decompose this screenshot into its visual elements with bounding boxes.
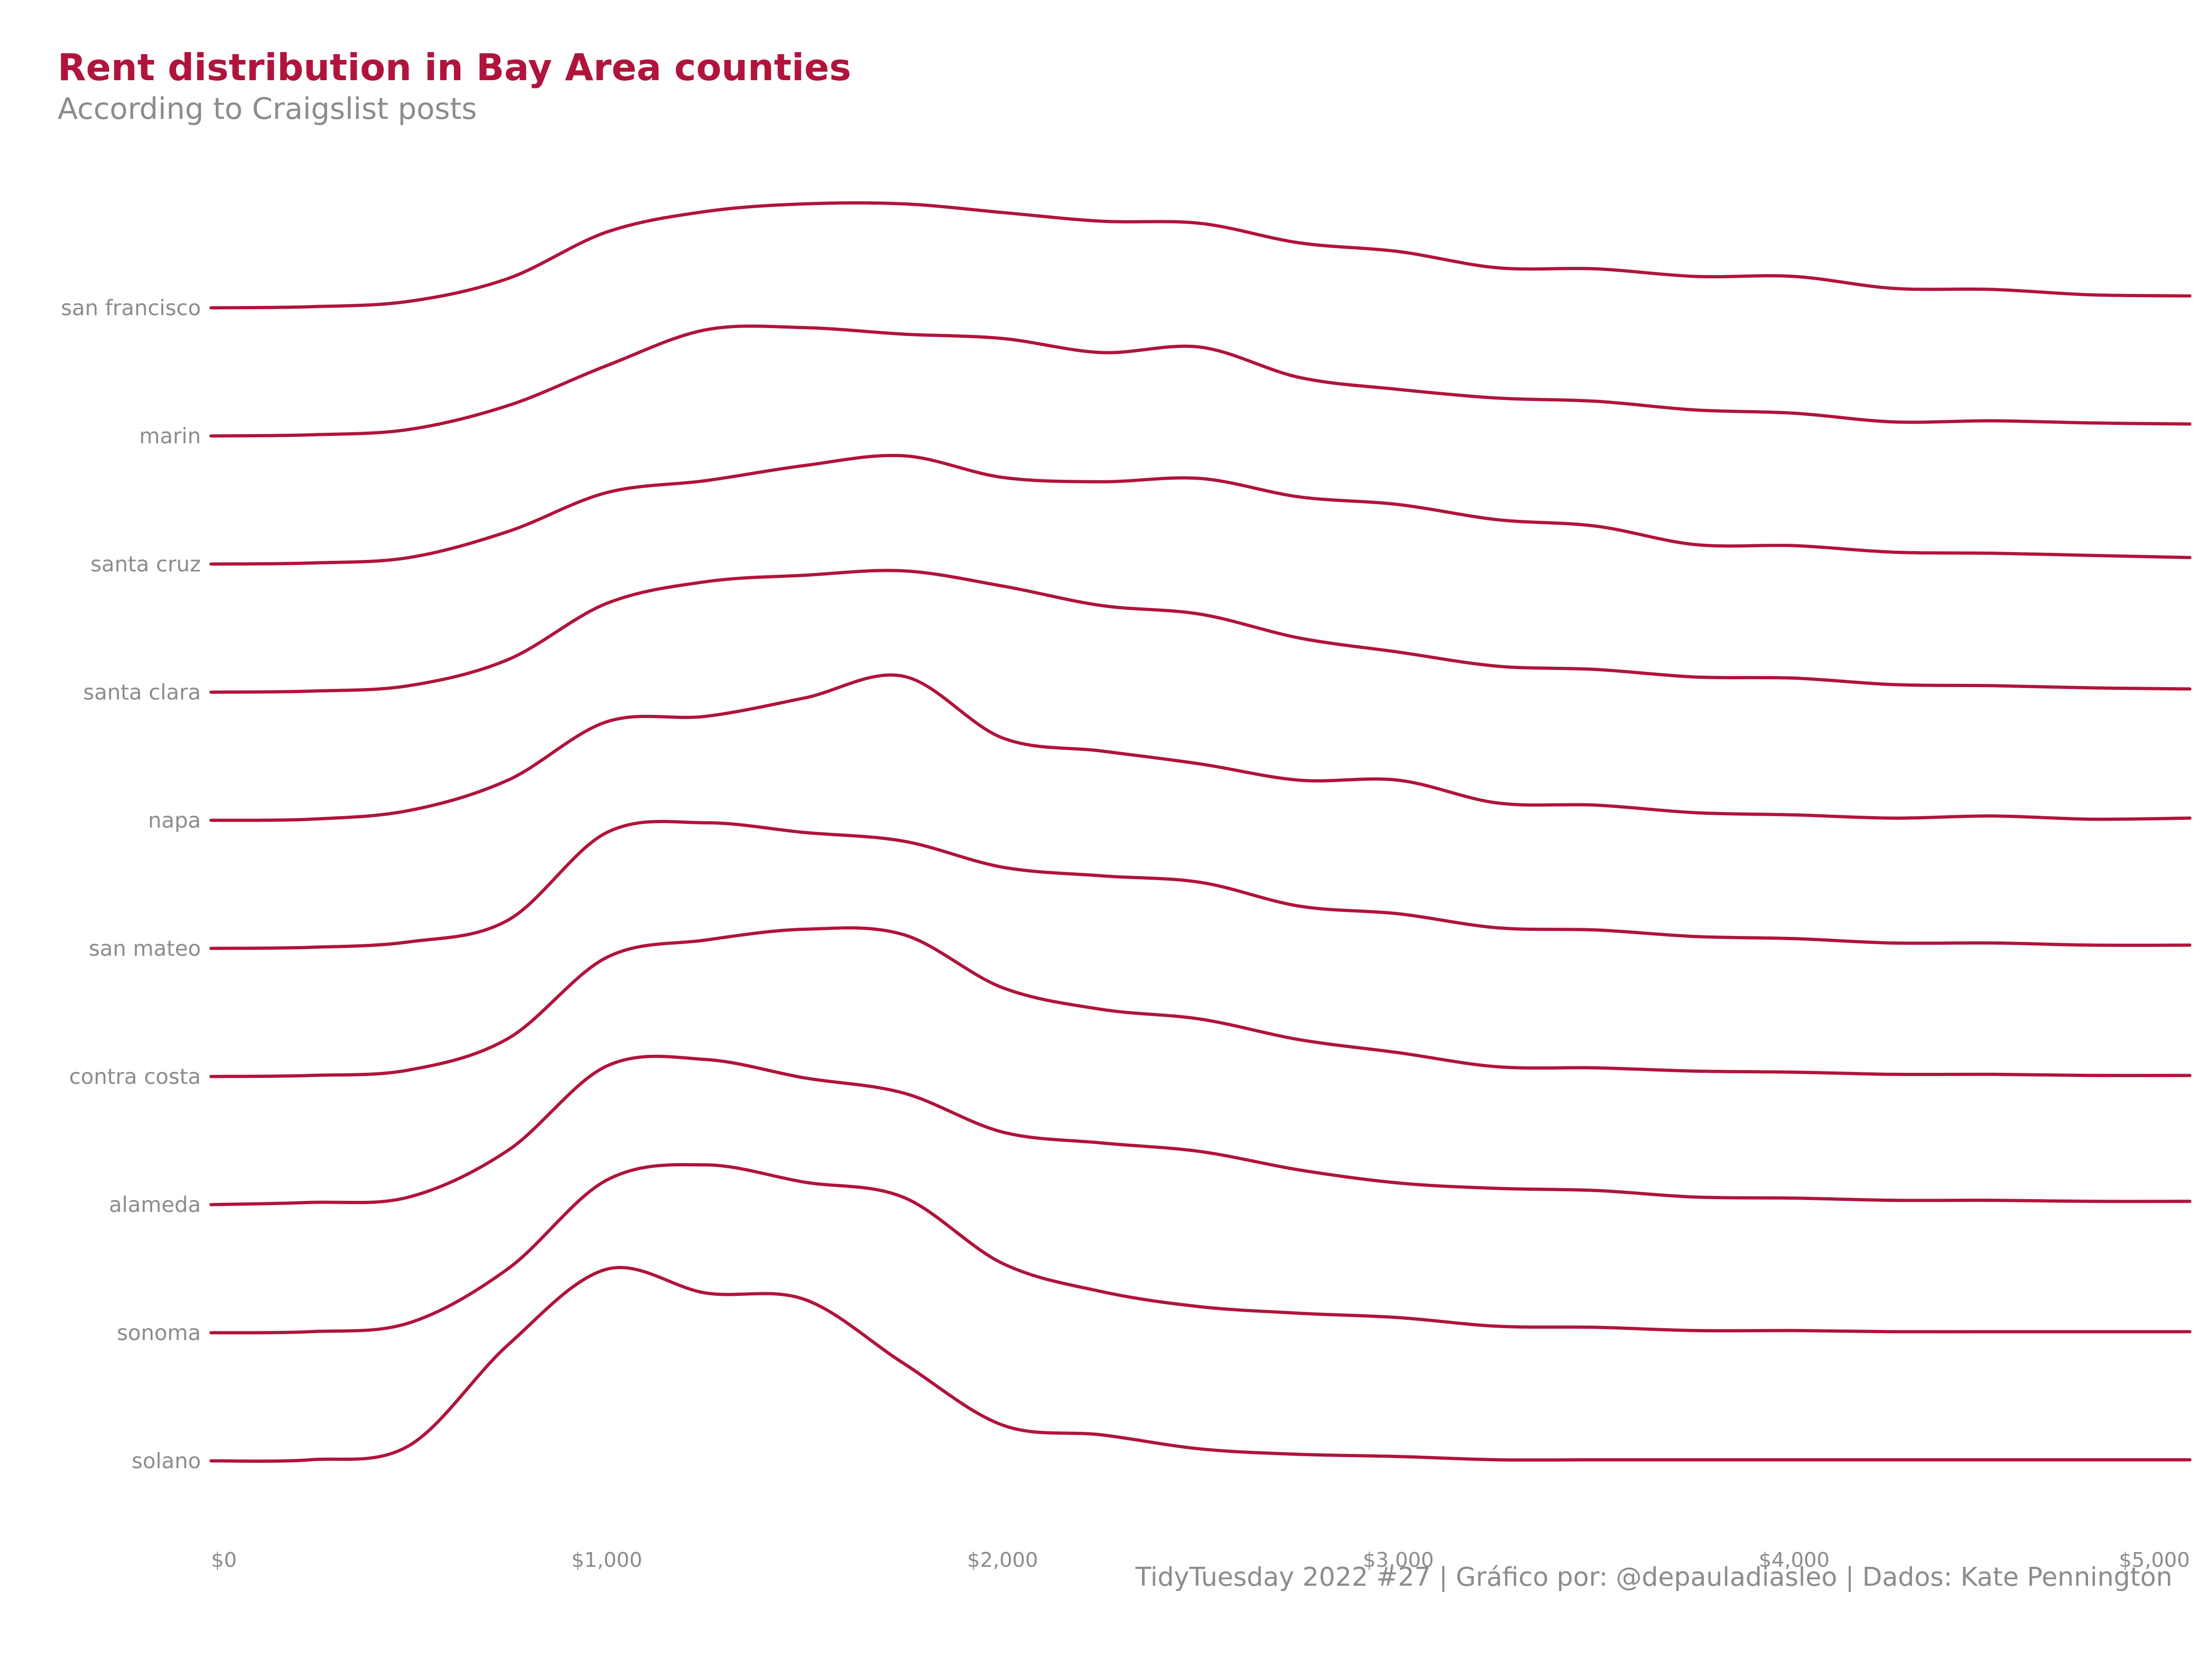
ridge-sonoma [209,1163,2192,1335]
x-tick-label: $3,000 [1363,1548,1434,1572]
x-tick-label: $4,000 [1759,1548,1830,1572]
x-tick-label: $1,000 [571,1548,642,1572]
y-label-napa: napa [148,808,201,833]
y-label-marin: marin [139,424,201,448]
ridge-marin [209,324,2192,438]
y-label-sonoma: sonoma [117,1320,201,1345]
ridge-contra-costa [209,926,2192,1078]
x-axis-labels: $0 $1,000 $2,000 $3,000 $4,000 $5,000 [211,1548,2190,1572]
y-label-san-mateo: san mateo [89,936,201,961]
chart-caption: TidyTuesday 2022 #27 | Gráfico por: @dep… [1135,1562,2172,1592]
ridge-layer [209,201,2192,1463]
y-axis-labels: san francisco marin santa cruz santa clara n… [61,295,201,1473]
ridge-san-mateo [209,820,2192,950]
y-label-santa-clara: santa clara [83,680,201,705]
x-tick-label: $2,000 [967,1548,1038,1572]
ridge-santa-cruz [209,453,2192,566]
y-label-contra-costa: contra costa [69,1064,201,1089]
chart-subtitle: According to Craigslist posts [58,92,477,126]
ridge-alameda [209,1054,2192,1206]
y-label-san-francisco: san francisco [61,295,201,320]
ridge-san-francisco [209,201,2192,310]
x-tick-label: $5,000 [2119,1548,2190,1572]
y-label-alameda: alameda [109,1192,201,1217]
chart-title: Rent distribution in Bay Area counties [58,46,851,89]
ridge-napa [209,673,2192,822]
y-label-santa-cruz: santa cruz [90,552,201,577]
ridge-solano [209,1265,2192,1463]
y-label-solano: solano [132,1448,201,1473]
ridge-santa-clara [209,569,2192,694]
x-tick-label: $0 [211,1548,237,1572]
